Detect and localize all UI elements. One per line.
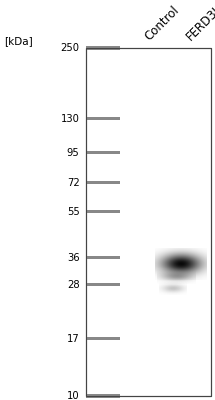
- Text: [kDa]: [kDa]: [4, 36, 33, 46]
- Text: 55: 55: [67, 207, 80, 217]
- Text: 36: 36: [67, 252, 80, 262]
- Text: 130: 130: [61, 114, 80, 124]
- Bar: [86, 48, 211, 396]
- Text: 28: 28: [67, 280, 80, 290]
- Text: Control: Control: [142, 4, 181, 43]
- Bar: [86, 394, 120, 398]
- Text: 10: 10: [67, 391, 80, 400]
- Text: 17: 17: [67, 334, 80, 344]
- Bar: [86, 117, 120, 120]
- Text: 250: 250: [61, 43, 80, 53]
- Bar: [86, 337, 120, 340]
- Bar: [86, 46, 120, 50]
- Text: 72: 72: [67, 178, 80, 188]
- Bar: [86, 151, 120, 154]
- Bar: [86, 210, 120, 213]
- Bar: [86, 256, 120, 259]
- Bar: [86, 283, 120, 286]
- Text: 95: 95: [67, 148, 80, 158]
- Text: FERD3L: FERD3L: [184, 2, 215, 43]
- Bar: [86, 48, 211, 396]
- Bar: [86, 181, 120, 184]
